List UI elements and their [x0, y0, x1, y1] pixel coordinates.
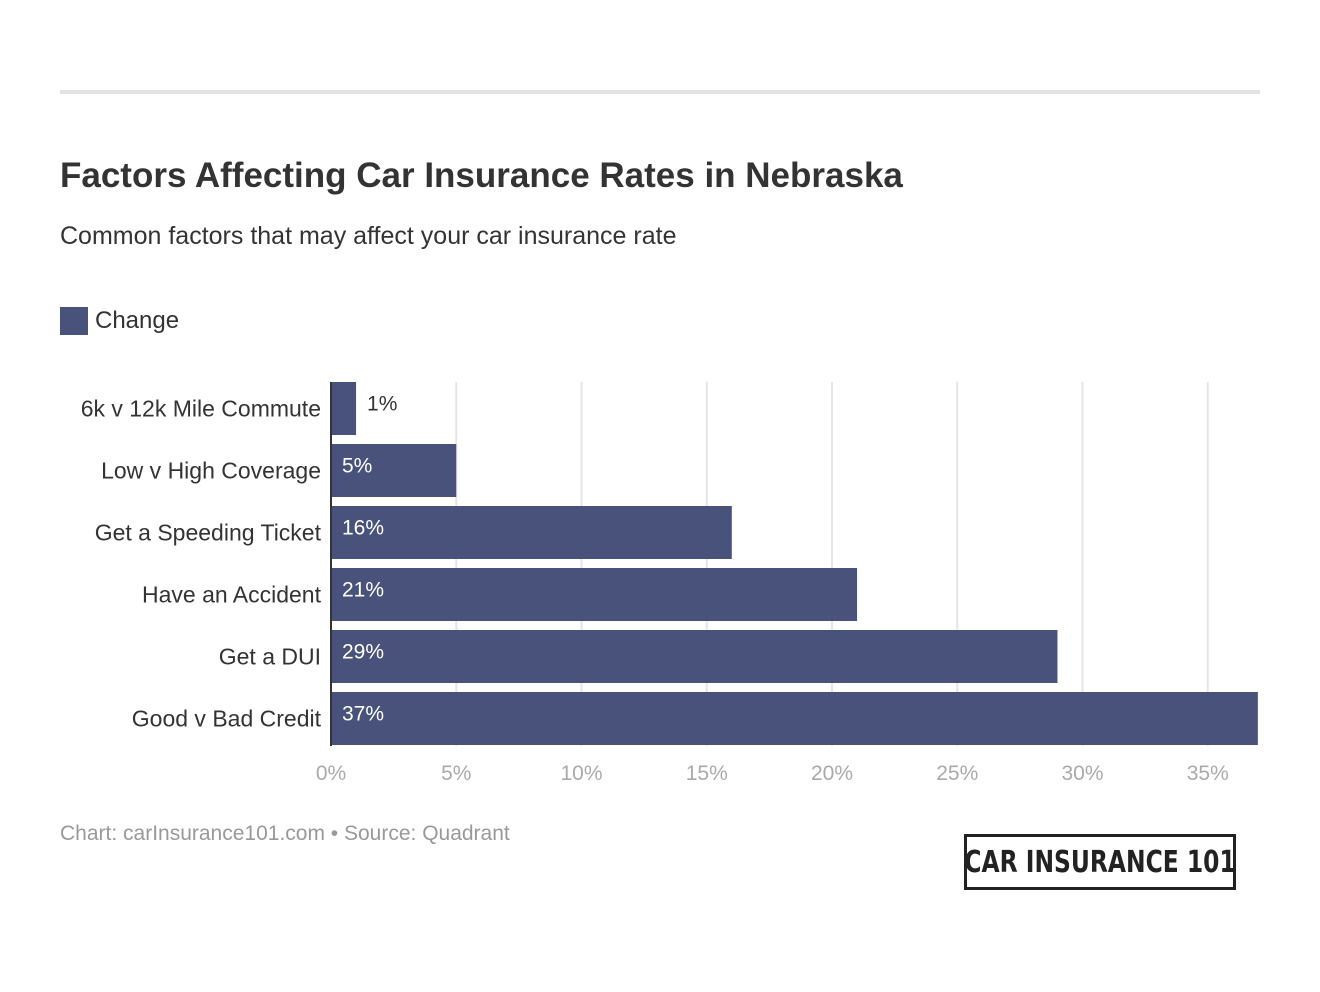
- x-tick-label: 30%: [1061, 762, 1103, 785]
- chart-title: Factors Affecting Car Insurance Rates in…: [60, 156, 903, 195]
- bar: [331, 444, 457, 497]
- data-label: 5%: [342, 455, 372, 478]
- data-label: 37%: [342, 703, 384, 726]
- category-label: Have an Accident: [142, 582, 322, 608]
- x-tick-label: 0%: [316, 762, 346, 785]
- data-label: 21%: [342, 579, 384, 602]
- data-label: 29%: [342, 641, 384, 664]
- x-tick-label: 15%: [686, 762, 728, 785]
- brand-logo-text: CAR INSURANCE 101: [964, 844, 1236, 880]
- category-label: Get a Speeding Ticket: [95, 520, 322, 546]
- chart-source-footer: Chart: carInsurance101.com • Source: Qua…: [60, 822, 510, 845]
- category-label: Get a DUI: [219, 644, 321, 670]
- brand-logo: CAR INSURANCE 101: [964, 834, 1236, 890]
- data-label: 16%: [342, 517, 384, 540]
- legend-swatch: [60, 307, 88, 335]
- category-label: 6k v 12k Mile Commute: [81, 396, 321, 422]
- x-tick-label: 5%: [441, 762, 471, 785]
- legend-label: Change: [95, 307, 180, 334]
- x-tick-label: 25%: [936, 762, 978, 785]
- x-tick-label: 20%: [811, 762, 853, 785]
- chart-subtitle: Common factors that may affect your car …: [60, 222, 677, 250]
- bar: [331, 630, 1058, 683]
- category-label: Low v High Coverage: [101, 458, 321, 484]
- top-divider: [60, 90, 1260, 94]
- bar: [331, 568, 858, 621]
- bar: [331, 692, 1258, 745]
- data-label: 1%: [367, 393, 397, 416]
- bar: [331, 382, 357, 435]
- x-tick-label: 35%: [1187, 762, 1229, 785]
- bar: [331, 506, 732, 559]
- x-tick-label: 10%: [560, 762, 602, 785]
- category-label: Good v Bad Credit: [132, 706, 322, 732]
- chart-legend: Change: [60, 306, 179, 336]
